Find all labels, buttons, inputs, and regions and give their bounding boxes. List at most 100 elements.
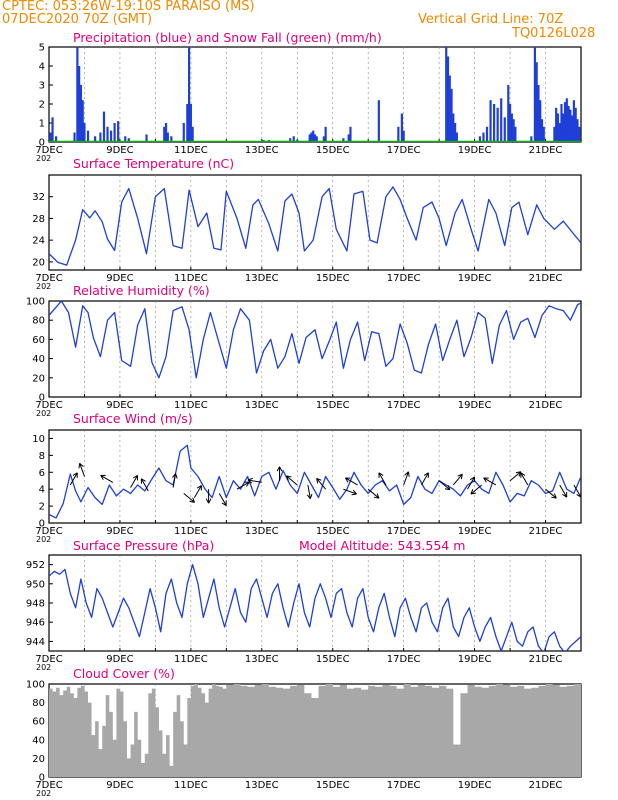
y-tick-label: 20	[32, 754, 45, 765]
precip-bar	[99, 132, 102, 142]
precip-bar	[342, 138, 345, 142]
precip-bar	[78, 66, 81, 142]
precip-bar	[533, 47, 536, 142]
wind-arrow	[438, 480, 451, 491]
x-tick-label: 7DEC	[35, 526, 62, 537]
y-tick-label: 3	[39, 81, 45, 92]
precip-bar	[478, 136, 482, 142]
precip-bar	[556, 113, 560, 142]
precip-bar	[500, 98, 503, 142]
panel-title: Precipitation (blue) and Snow Fall (gree…	[73, 30, 382, 45]
precip-bar	[503, 117, 506, 142]
y-tick-label: 1	[39, 119, 45, 130]
panel-cloud: Cloud Cover (%) 0 20 40 60 80 100 7DEC 9DEC 11DEC…	[26, 666, 582, 798]
x-tick-label: 21DEC	[529, 780, 563, 791]
x-tick-label: 9DEC	[106, 526, 133, 537]
x-tick-label: 21DEC	[529, 654, 563, 665]
precip-bar	[76, 47, 79, 142]
wind-line	[49, 444, 581, 519]
year-label: 202	[36, 789, 51, 798]
wind-arrow	[316, 477, 327, 490]
y-tick-label: 2	[39, 502, 45, 513]
precip-bar	[540, 119, 544, 142]
precip-bar	[496, 107, 499, 142]
x-tick-label: 9DEC	[106, 780, 133, 791]
precip-bar	[553, 126, 556, 142]
x-tick-label: 15DEC	[316, 273, 350, 284]
panel-wind: Surface Wind (m/s) 0 2 4 6 8 10 7DEC 9DEC 11DEC 13…	[32, 411, 582, 544]
pressure-line	[49, 563, 581, 651]
x-tick-label: 11DEC	[174, 526, 208, 537]
precip-bar	[397, 126, 400, 142]
precip-bar	[574, 107, 577, 142]
wind-arrow	[467, 476, 476, 490]
precip-bar	[182, 123, 185, 142]
chart-header: CPTEC: 053:26W-19:10S PARAISO (MS) 07DEC…	[0, 0, 618, 48]
panel-temp: Surface Temperature (nC) 20 24 28 32 7DEC 9DEC…	[32, 156, 582, 291]
y-tick-label: 2	[39, 100, 45, 111]
precip-bar	[555, 107, 558, 142]
y-tick-label: 60	[32, 717, 45, 728]
wind-arrow	[183, 493, 195, 503]
y-tick-label: 944	[26, 637, 45, 648]
x-tick-label: 13DEC	[245, 273, 279, 284]
precip-bar	[489, 100, 492, 142]
precip-bar	[313, 134, 317, 142]
x-tick-label: 13DEC	[245, 780, 279, 791]
year-label: 202	[36, 663, 51, 672]
x-tick-label: 17DEC	[387, 526, 421, 537]
wind-arrow	[78, 462, 85, 477]
y-tick-label: 100	[26, 297, 45, 308]
x-tick-label: 21DEC	[529, 145, 563, 156]
y-tick-label: 40	[32, 354, 45, 365]
precip-bar	[508, 104, 512, 142]
x-tick-label: 13DEC	[245, 654, 279, 665]
precip-bar	[514, 126, 517, 142]
precip-bar	[191, 126, 194, 142]
wind-arrow	[140, 478, 149, 492]
x-tick-label: 17DEC	[387, 145, 421, 156]
vertical-grid-info: Vertical Grid Line: 70Z	[418, 12, 564, 27]
panel-pressure: Surface Pressure (hPa) Model Altitude: 54…	[26, 538, 582, 672]
precip-bar	[79, 85, 83, 142]
precip-bar	[86, 130, 90, 142]
x-tick-label: 11DEC	[174, 145, 208, 156]
precip-bar	[530, 136, 533, 142]
precip-bar	[567, 105, 570, 142]
station-line: CPTEC: 053:26W-19:10S PARAISO (MS)	[2, 0, 255, 14]
wind-arrow	[236, 481, 250, 490]
y-tick-label: 80	[32, 316, 45, 327]
y-tick-label: 0	[39, 773, 45, 784]
y-tick-label: 40	[32, 735, 45, 746]
panel-title: Surface Pressure (hPa)	[73, 538, 214, 553]
x-tick-label: 17DEC	[387, 780, 421, 791]
y-tick-label: 5	[39, 43, 45, 54]
year-label: 202	[36, 282, 51, 291]
panel-precip: Precipitation (blue) and Snow Fall (gree…	[35, 30, 582, 163]
precip-bar	[562, 113, 565, 142]
precip-bar	[109, 130, 113, 142]
precip-bar	[124, 136, 127, 142]
precip-bar	[312, 130, 315, 142]
precip-bar	[189, 104, 192, 142]
wind-arrow	[69, 472, 78, 486]
wind-arrow	[306, 484, 313, 500]
x-tick-label: 15DEC	[316, 145, 350, 156]
humidity-line	[49, 301, 581, 379]
wind-arrow	[378, 472, 387, 486]
panel-subtitle: Model Altitude: 543.554 m	[299, 538, 465, 553]
x-tick-label: 11DEC	[174, 400, 208, 411]
precip-bar	[507, 85, 510, 142]
wind-arrow	[559, 484, 568, 498]
y-tick-label: 20	[32, 373, 45, 384]
y-tick-label: 950	[26, 579, 45, 590]
plot-area	[49, 301, 581, 379]
precip-bar	[535, 62, 538, 142]
precip-bar	[563, 102, 567, 142]
wind-arrow	[367, 488, 380, 499]
precip-bar	[292, 136, 295, 142]
x-tick-label: 15DEC	[316, 654, 350, 665]
precip-bar	[560, 104, 563, 142]
x-tick-label: 7DEC	[35, 654, 62, 665]
